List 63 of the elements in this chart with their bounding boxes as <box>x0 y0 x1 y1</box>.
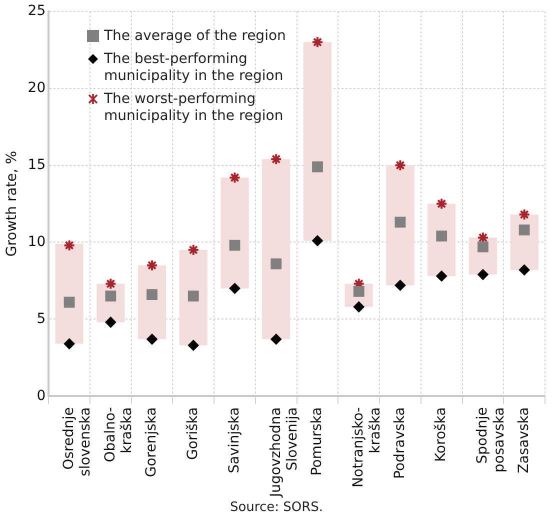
point <box>188 290 199 302</box>
point <box>64 296 75 308</box>
x-tick-label: Osrednje slovenska <box>60 407 94 476</box>
point <box>105 316 116 328</box>
y-axis-title: Growth rate, % <box>4 150 20 257</box>
bar <box>428 204 456 276</box>
y-tick-label: 20 <box>28 80 46 96</box>
point <box>229 282 240 294</box>
point <box>436 198 448 210</box>
point <box>478 241 488 252</box>
point <box>518 208 530 221</box>
legend-label: The best-performing municipality in the region <box>104 51 284 85</box>
bar <box>262 159 290 340</box>
point <box>229 240 240 251</box>
point <box>228 172 241 184</box>
legend-label: The worst-performing municipality in the region <box>104 91 284 125</box>
bar <box>179 250 208 346</box>
point <box>104 278 117 290</box>
point <box>436 270 448 282</box>
point <box>146 334 158 345</box>
point <box>394 216 406 228</box>
point <box>311 36 324 48</box>
bar <box>303 42 332 241</box>
point <box>436 230 448 242</box>
x-tick-label: Goriška <box>185 407 202 460</box>
point <box>394 280 406 291</box>
point <box>477 269 488 280</box>
point <box>188 340 199 351</box>
x-tick-label: Notranjsko- kraška <box>350 407 384 488</box>
point <box>394 159 406 172</box>
point <box>312 161 323 172</box>
bar <box>386 165 414 286</box>
y-tick-label: 15 <box>28 156 46 173</box>
point <box>187 244 200 256</box>
point <box>146 289 158 300</box>
point <box>518 224 530 236</box>
bar <box>55 244 84 344</box>
point <box>518 264 530 276</box>
x-tick-label: Podravska <box>392 407 408 479</box>
x-tick-label: Gorenjska <box>144 407 160 478</box>
bar <box>138 265 166 340</box>
point <box>105 290 116 302</box>
x-tick-label: Jugovzhodna Slovenija <box>268 407 301 498</box>
point <box>270 258 282 270</box>
x-tick-label: Spodnje posavska <box>474 407 508 472</box>
x-tick-label: Zasavska <box>516 407 532 474</box>
legend-label: The average of the region <box>104 28 286 45</box>
point <box>146 259 158 272</box>
bar <box>220 178 249 288</box>
x-tick-label: Pomurska <box>309 407 326 476</box>
point <box>270 334 282 345</box>
point <box>312 235 323 246</box>
y-tick-label: 5 <box>36 310 46 327</box>
y-tick-label: 0 <box>36 388 46 404</box>
point <box>270 153 282 166</box>
y-tick-label: 25 <box>28 3 46 20</box>
point <box>63 239 76 252</box>
x-tick-label: Savinjska <box>226 407 242 474</box>
source-note: Source: SORS. <box>228 500 324 515</box>
point <box>353 301 364 312</box>
point <box>64 338 75 350</box>
x-tick-label: Koroška <box>433 407 450 462</box>
y-tick-label: 10 <box>28 234 46 250</box>
